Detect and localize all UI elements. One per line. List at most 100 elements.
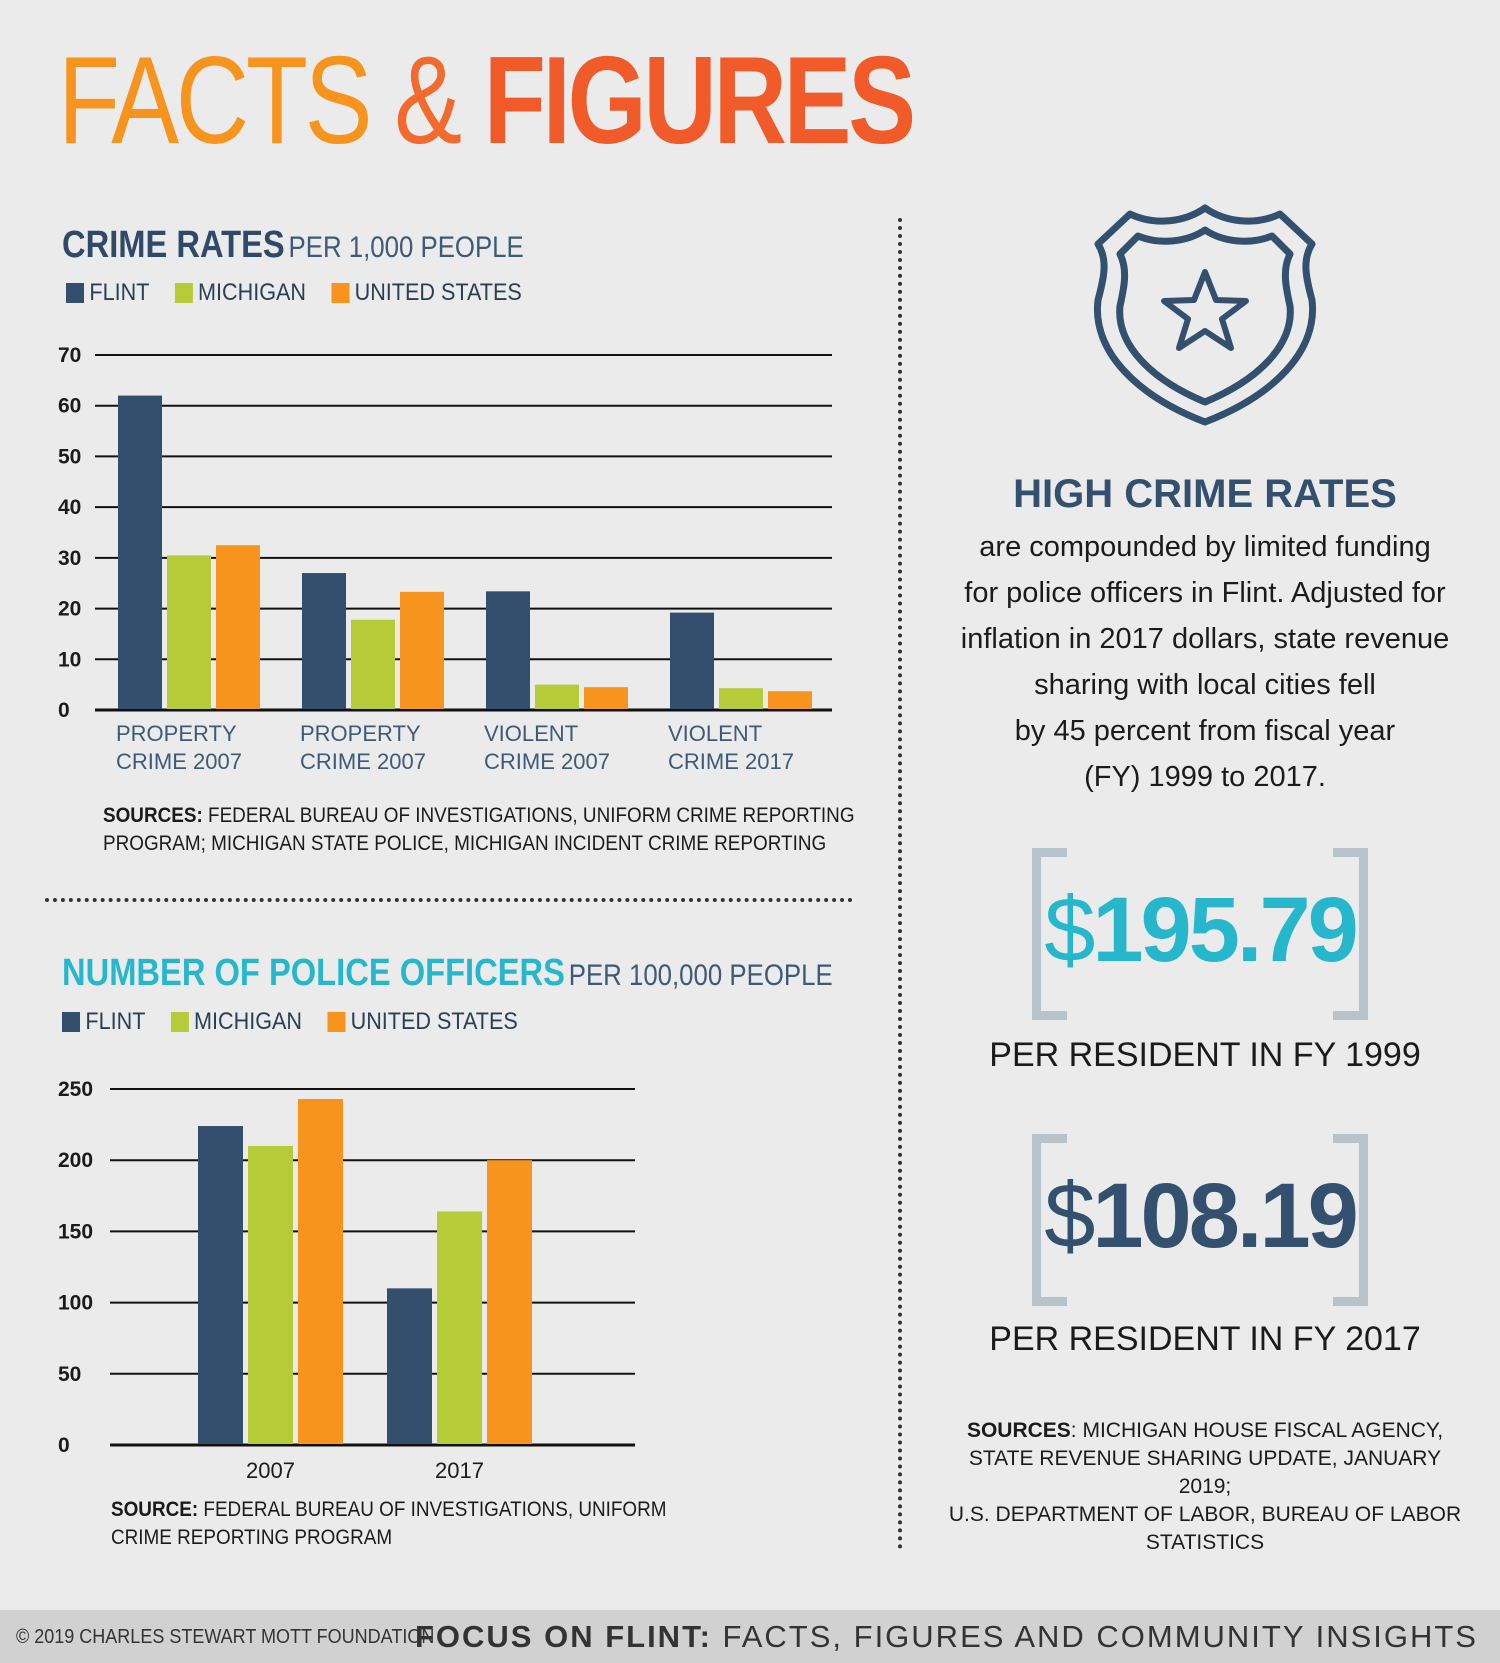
footer-brand-rest: FACTS, FIGURES AND COMMUNITY INSIGHTS xyxy=(711,1619,1478,1654)
y-tick-label: 70 xyxy=(58,344,81,367)
police-officers-subtitle: PER 100,000 PEOPLE xyxy=(568,959,833,992)
bar-michigan xyxy=(248,1145,293,1444)
legend-label-united-states: UNITED STATES xyxy=(350,1008,518,1035)
legend-item-flint: FLINT xyxy=(66,279,149,307)
bar-united-states xyxy=(584,687,628,709)
amount-2017: $108.19 xyxy=(1032,1164,1368,1269)
body-line: sharing with local cities fell xyxy=(1034,669,1376,701)
label-2017: PER RESIDENT IN FY 2017 xyxy=(989,1320,1421,1358)
dollar-symbol: $ xyxy=(1044,1165,1095,1267)
legend-item-michigan: MICHIGAN xyxy=(174,279,307,307)
body-line: (FY) 1999 to 2017. xyxy=(1084,761,1326,793)
vertical-divider xyxy=(898,218,902,1550)
footer-brand: FOCUS ON FLINT: FACTS, FIGURES AND COMMU… xyxy=(415,1619,1478,1655)
police-officers-chart: 0 50 100 150 200 250 2007 2017 xyxy=(58,1078,635,1480)
legend-label-michigan: MICHIGAN xyxy=(194,1008,303,1035)
y-tick-label: 30 xyxy=(58,547,81,570)
category-label: PROPERTY xyxy=(300,721,421,746)
amount-2017-box: $108.19 xyxy=(1032,1134,1368,1306)
police-legend: FLINT MICHIGAN UNITED STATES xyxy=(62,1008,518,1036)
legend-item-flint: FLINT xyxy=(62,1008,145,1036)
dollar-symbol: $ xyxy=(1044,879,1095,981)
title-figures: FIGURES xyxy=(483,32,916,170)
category-label: VIOLENT xyxy=(484,721,578,746)
bar-michigan xyxy=(719,688,763,709)
y-tick-label: 40 xyxy=(58,496,81,519)
y-tick-label: 100 xyxy=(58,1292,93,1315)
legend-swatch-michigan xyxy=(174,283,193,303)
bar-united-states xyxy=(216,545,260,709)
body-line: for police officers in Flint. Adjusted f… xyxy=(964,577,1446,609)
y-tick-label: 20 xyxy=(58,598,81,621)
legend-swatch-michigan xyxy=(170,1012,189,1032)
y-tick-label: 150 xyxy=(58,1220,93,1243)
left-bracket xyxy=(1032,1134,1067,1306)
category-label: CRIME 2017 xyxy=(668,749,794,774)
y-tick-label: 0 xyxy=(58,699,70,722)
body-line: are compounded by limited funding xyxy=(979,531,1431,563)
page-title: FACTS & FIGURES xyxy=(58,30,916,172)
category-label: CRIME 2007 xyxy=(300,749,426,774)
bar-michigan xyxy=(437,1211,482,1444)
right-sources-line1: : MICHIGAN HOUSE FISCAL AGENCY, xyxy=(1070,1419,1444,1442)
body-line: inflation in 2017 dollars, state revenue xyxy=(960,623,1450,655)
high-crime-rates-body: are compounded by limited funding for po… xyxy=(940,524,1470,800)
bar-united-states xyxy=(400,591,444,709)
category-label: 2017 xyxy=(435,1458,484,1480)
legend-label-flint: FLINT xyxy=(89,279,150,306)
legend-label-michigan: MICHIGAN xyxy=(198,279,307,306)
police-officers-title: NUMBER OF POLICE OFFICERS xyxy=(62,952,565,994)
amount-2017-value: 108.19 xyxy=(1092,1165,1358,1267)
crime-rates-subtitle: PER 1,000 PEOPLE xyxy=(288,231,524,264)
footer-brand-bold: FOCUS ON FLINT: xyxy=(414,1619,712,1654)
legend-label-flint: FLINT xyxy=(85,1008,146,1035)
y-tick-label: 60 xyxy=(58,395,81,418)
bar-flint xyxy=(198,1126,243,1444)
bar-united-states xyxy=(487,1160,532,1444)
legend-swatch-united-states xyxy=(327,1012,346,1032)
crime-rates-chart: 0 10 20 30 40 50 60 70 PROPERTY CRIME 2007 PROPERT… xyxy=(58,344,832,774)
police-badge-icon xyxy=(1093,204,1317,426)
bar-michigan xyxy=(167,555,211,709)
category-label: CRIME 2007 xyxy=(484,749,610,774)
bar-michigan xyxy=(351,619,395,709)
right-sources-label: SOURCES xyxy=(966,1419,1071,1442)
legend-item-michigan: MICHIGAN xyxy=(170,1008,303,1036)
y-tick-label: 250 xyxy=(58,1078,93,1101)
crime-sources-line1: FEDERAL BUREAU OF INVESTIGATIONS, UNIFOR… xyxy=(202,804,855,827)
police-sources-label: SOURCE: xyxy=(111,1498,199,1521)
amount-1999: $195.79 xyxy=(1032,878,1368,983)
label-1999: PER RESIDENT IN FY 1999 xyxy=(989,1036,1421,1074)
bar-united-states xyxy=(768,691,812,709)
police-sources: SOURCE: FEDERAL BUREAU OF INVESTIGATIONS… xyxy=(111,1496,667,1552)
y-tick-label: 200 xyxy=(58,1149,93,1172)
amount-1999-box: $195.79 xyxy=(1032,848,1368,1020)
legend-swatch-flint xyxy=(66,283,84,303)
category-label: PROPERTY xyxy=(116,721,237,746)
legend-swatch-flint xyxy=(62,1012,80,1032)
title-ampersand: & xyxy=(394,32,462,170)
right-bracket xyxy=(1333,848,1368,1020)
right-sources: SOURCES: MICHIGAN HOUSE FISCAL AGENCY, S… xyxy=(940,1417,1470,1557)
left-bracket xyxy=(1032,848,1067,1020)
high-crime-rates-heading: HIGH CRIME RATES xyxy=(1013,472,1397,516)
bar-michigan xyxy=(535,684,579,709)
legend-item-united-states: UNITED STATES xyxy=(331,279,522,307)
category-label: 2007 xyxy=(246,1458,295,1480)
footer: © 2019 CHARLES STEWART MOTT FOUNDATION F… xyxy=(0,1610,1500,1663)
legend-item-united-states: UNITED STATES xyxy=(327,1008,518,1036)
y-tick-label: 50 xyxy=(58,1363,81,1386)
category-label: VIOLENT xyxy=(668,721,762,746)
category-label: CRIME 2007 xyxy=(116,749,242,774)
y-tick-label: 50 xyxy=(58,445,81,468)
bar-flint xyxy=(387,1288,432,1444)
crime-legend: FLINT MICHIGAN UNITED STATES xyxy=(66,279,522,307)
legend-swatch-united-states xyxy=(331,283,350,303)
police-sources-line1: FEDERAL BUREAU OF INVESTIGATIONS, UNIFOR… xyxy=(198,1498,667,1521)
right-sources-line2: STATE REVENUE SHARING UPDATE, JANUARY 20… xyxy=(968,1447,1442,1498)
crime-sources-label: SOURCES: xyxy=(103,804,203,827)
crime-rates-heading: CRIME RATES PER 1,000 PEOPLE xyxy=(62,224,524,267)
crime-rates-title: CRIME RATES xyxy=(62,224,285,266)
right-sources-line3: U.S. DEPARTMENT OF LABOR, BUREAU OF LABO… xyxy=(948,1503,1462,1554)
title-facts: FACTS xyxy=(58,32,373,170)
